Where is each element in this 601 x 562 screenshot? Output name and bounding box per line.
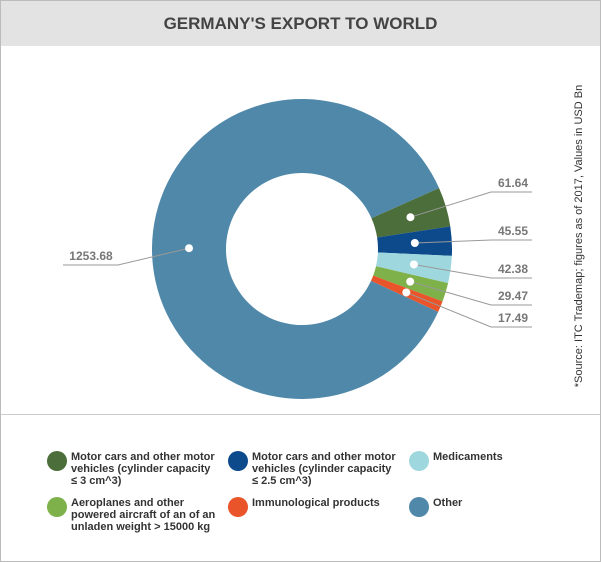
legend: Motor cars and other motor vehicles (cyl… xyxy=(1,414,600,561)
leader-line xyxy=(406,291,532,328)
legend-item: Motor cars and other motor vehicles (cyl… xyxy=(47,451,217,487)
legend-label: Medicaments xyxy=(433,451,503,463)
chart: *Source: ITC Trademap; figures as of 201… xyxy=(63,85,585,399)
leader-line xyxy=(63,247,190,266)
slice xyxy=(371,187,451,238)
value-label: 17.49 xyxy=(498,311,528,325)
slice-dot xyxy=(185,244,194,253)
chart-title: GERMANY'S EXPORT TO WORLD xyxy=(1,1,600,46)
legend-item: Medicaments xyxy=(409,451,579,471)
value-label: 45.55 xyxy=(498,224,528,238)
legend-swatch xyxy=(228,497,248,517)
legend-label: Motor cars and other motor vehicles (cyl… xyxy=(252,451,396,487)
legend-label: Motor cars and other motor vehicles (cyl… xyxy=(71,451,215,487)
slice-dot xyxy=(409,260,418,269)
legend-swatch xyxy=(47,497,67,517)
source-note: *Source: ITC Trademap; figures as of 201… xyxy=(573,85,585,387)
legend-label: Aeroplanes and other powered aircraft of… xyxy=(71,497,216,533)
legend-label: Immunological products xyxy=(252,497,380,509)
legend-swatch xyxy=(409,451,429,471)
slice-dot xyxy=(402,288,411,297)
leader-line xyxy=(413,263,532,279)
legend-swatch xyxy=(409,497,429,517)
legend-swatch xyxy=(228,451,248,471)
legend-swatch xyxy=(47,451,67,471)
slice-dot xyxy=(406,213,415,222)
legend-item: Aeroplanes and other powered aircraft of… xyxy=(47,497,217,533)
legend-item: Motor cars and other motor vehicles (cyl… xyxy=(228,451,398,487)
value-label: 61.64 xyxy=(498,176,528,190)
legend-item: Immunological products xyxy=(228,497,398,517)
slice-dot xyxy=(410,238,419,247)
leader-line xyxy=(414,239,532,244)
leader-line xyxy=(410,191,532,218)
leader-line xyxy=(410,281,532,306)
value-label: 1253.68 xyxy=(69,249,113,263)
slice-dot xyxy=(406,277,415,286)
legend-item: Other xyxy=(409,497,579,517)
slice xyxy=(152,98,440,399)
value-label: 29.47 xyxy=(498,289,528,303)
value-label: 42.38 xyxy=(498,262,528,276)
legend-label: Other xyxy=(433,497,463,509)
